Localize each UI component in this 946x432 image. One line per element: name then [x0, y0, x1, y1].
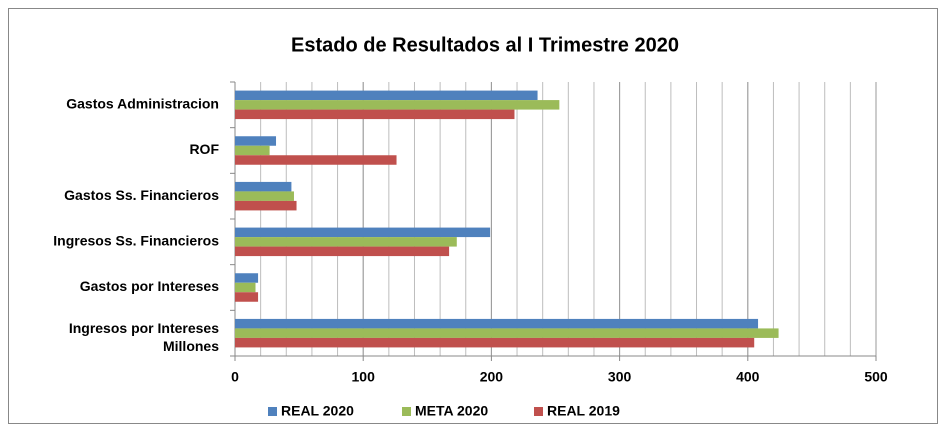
- bar: [235, 200, 297, 211]
- bar: [235, 90, 538, 101]
- legend-label: REAL 2019: [547, 403, 620, 419]
- x-tick-label: 300: [608, 369, 632, 385]
- bar: [235, 181, 292, 192]
- bar: [235, 237, 457, 247]
- bar: [235, 136, 277, 146]
- legend-label: META 2020: [415, 403, 488, 419]
- y-tick-label: Gastos Ss. Financieros: [64, 187, 219, 203]
- bar: [235, 318, 759, 329]
- bar: [235, 145, 270, 156]
- y-tick-label: ROF: [189, 141, 219, 157]
- x-tick-label: 100: [352, 369, 376, 385]
- legend-swatch: [534, 407, 543, 416]
- bar: [235, 282, 256, 293]
- chart-border: [8, 8, 938, 424]
- legend-swatch: [268, 407, 277, 416]
- y-tick-label: Gastos por Intereses: [80, 278, 219, 294]
- legend-label: REAL 2020: [281, 403, 354, 419]
- bar: [235, 328, 779, 338]
- x-tick-label: 500: [864, 369, 888, 385]
- x-tick-label: 0: [231, 369, 239, 385]
- x-axis-label: Millones: [163, 338, 219, 354]
- x-tick-label: 200: [480, 369, 504, 385]
- bar: [235, 100, 560, 110]
- bar: [235, 337, 755, 348]
- bar: [235, 109, 515, 120]
- bar: [235, 155, 397, 165]
- bar: [235, 273, 259, 283]
- bar: [235, 191, 294, 201]
- chart-title: Estado de Resultados al I Trimestre 2020: [291, 34, 679, 56]
- legend-swatch: [402, 407, 411, 416]
- bar: [235, 246, 450, 257]
- y-tick-label: Ingresos por Intereses: [69, 320, 219, 336]
- x-tick-label: 400: [736, 369, 760, 385]
- y-tick-label: Gastos Administracion: [66, 96, 219, 112]
- bar: [235, 292, 259, 302]
- bar: [235, 227, 491, 238]
- y-tick-label: Ingresos Ss. Financieros: [53, 233, 219, 249]
